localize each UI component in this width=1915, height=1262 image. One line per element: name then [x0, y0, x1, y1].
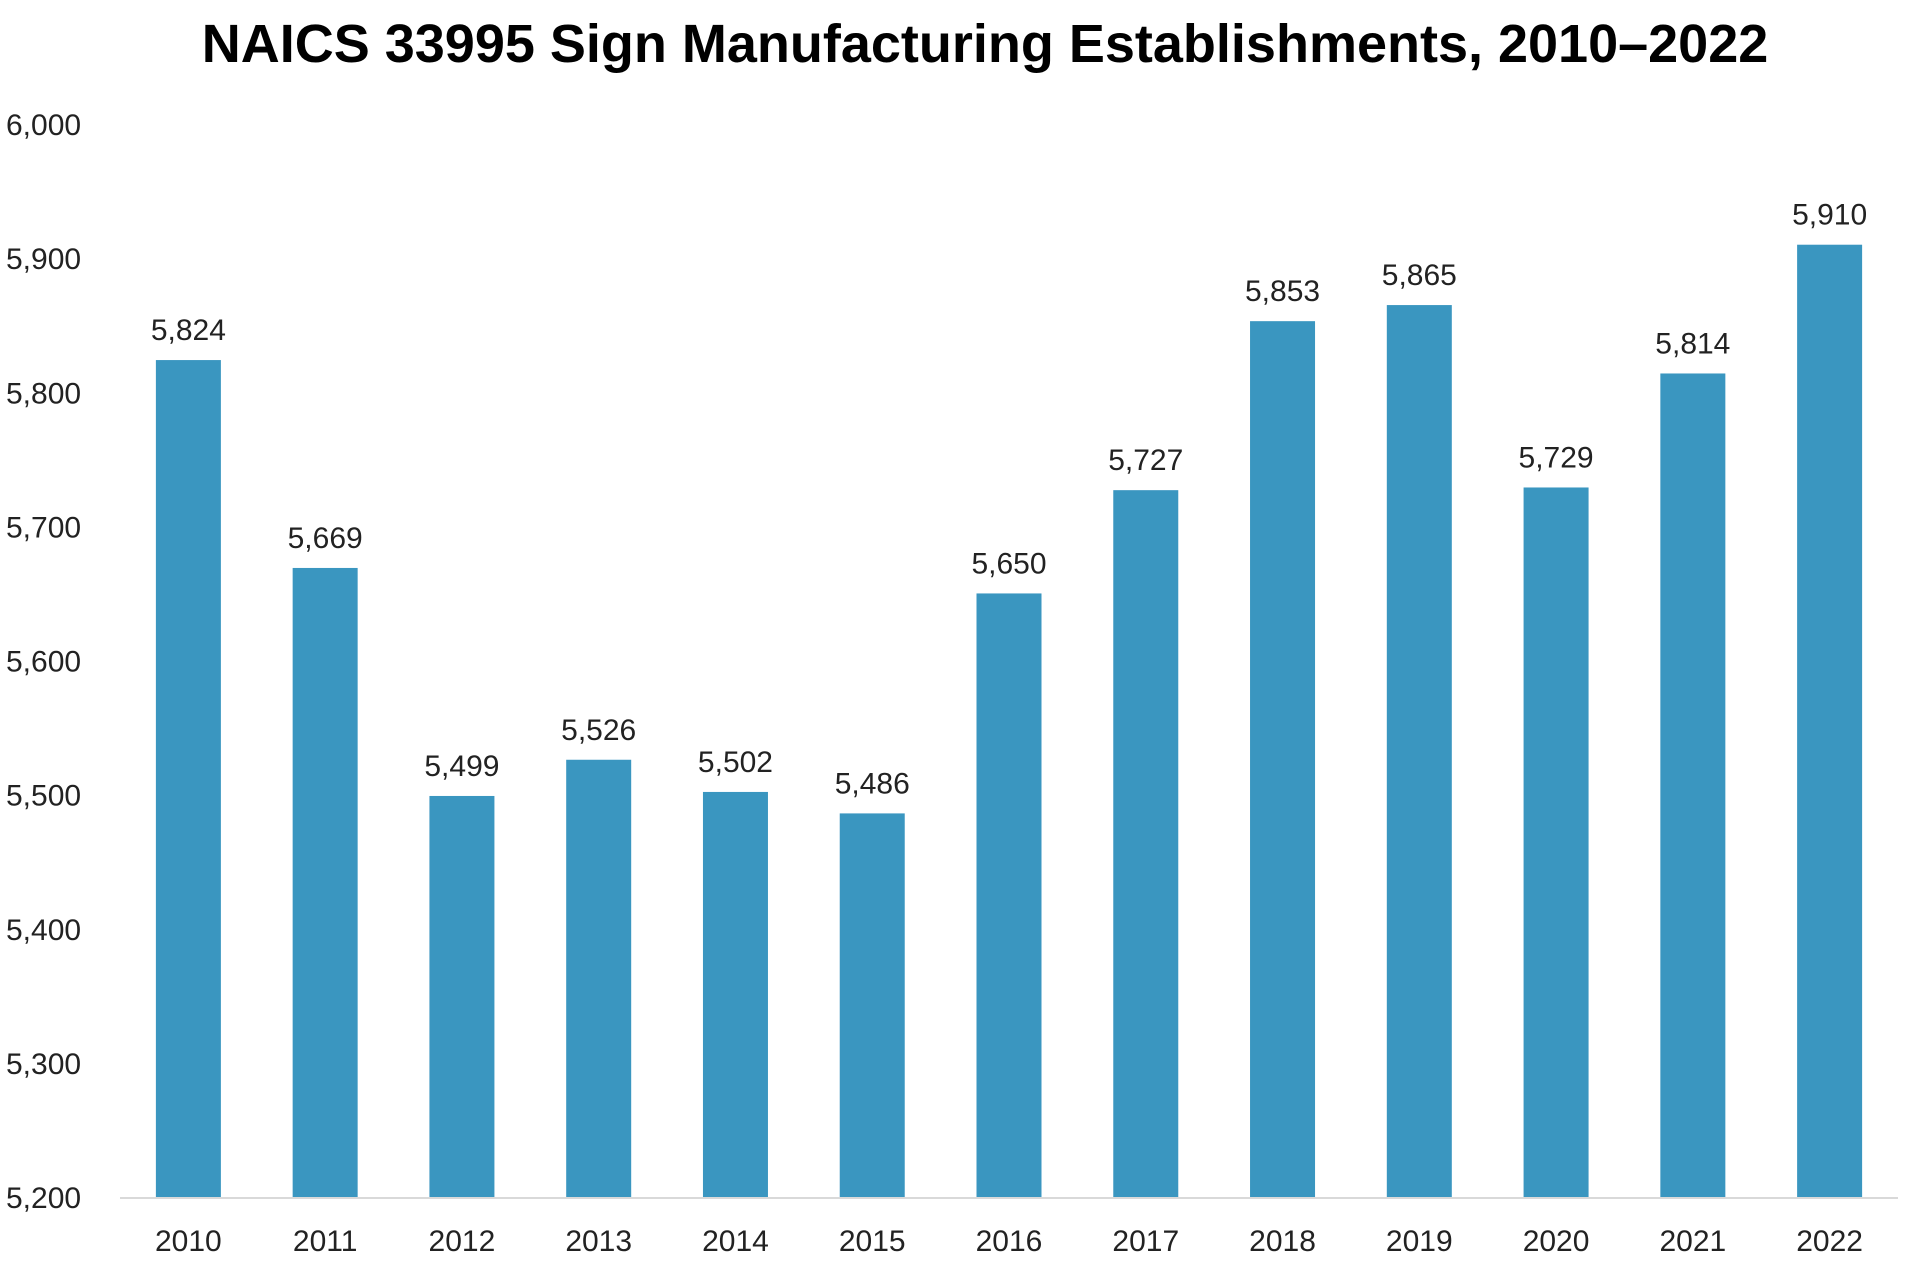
- x-tick-label: 2018: [1249, 1225, 1316, 1257]
- y-tick-label: 5,500: [6, 780, 81, 813]
- bar: [1797, 244, 1863, 1197]
- data-label: 5,526: [561, 714, 636, 747]
- bar: [566, 759, 632, 1197]
- x-tick-label: 2013: [565, 1225, 632, 1257]
- x-tick-label: 2016: [976, 1225, 1043, 1257]
- y-tick-label: 6,000: [6, 109, 81, 142]
- bar: [429, 795, 495, 1197]
- data-label: 5,865: [1382, 259, 1457, 292]
- bar: [1250, 321, 1316, 1197]
- y-tick-label: 5,900: [6, 243, 81, 276]
- bar-series: [155, 244, 1863, 1198]
- x-tick-label: 2012: [429, 1225, 496, 1257]
- x-tick-label: 2014: [702, 1225, 769, 1257]
- bar: [1523, 487, 1589, 1197]
- data-label: 5,853: [1245, 275, 1320, 308]
- data-label: 5,502: [698, 746, 773, 779]
- data-labels: 5,824 5,669 5,499 5,526 5,502 5,486 5,650 5,727…: [151, 199, 1867, 801]
- bar: [292, 567, 358, 1197]
- x-tick-label: 2019: [1386, 1225, 1453, 1257]
- data-label: 5,910: [1792, 199, 1867, 232]
- data-label: 5,650: [971, 547, 1046, 580]
- y-axis: 5,200 5,300 5,400 5,500 5,600 5,700 5,800 5,900…: [6, 109, 81, 1215]
- data-label: 5,499: [424, 750, 499, 783]
- y-tick-label: 5,300: [6, 1048, 81, 1081]
- bar: [702, 791, 768, 1197]
- bar: [976, 593, 1042, 1197]
- y-tick-label: 5,800: [6, 377, 81, 410]
- data-label: 5,486: [835, 767, 910, 800]
- x-tick-label: 2022: [1796, 1225, 1863, 1257]
- bar: [1386, 305, 1452, 1198]
- x-axis: 2010 2011 2012 2013 2014 2015 2016 2017 2018 2019…: [155, 1225, 1863, 1258]
- x-tick-label: 2017: [1112, 1225, 1179, 1257]
- data-label: 5,669: [288, 522, 363, 555]
- y-tick-label: 5,400: [6, 914, 81, 947]
- bar: [1660, 373, 1726, 1197]
- x-tick-label: 2015: [839, 1225, 906, 1257]
- y-tick-label: 5,600: [6, 646, 81, 679]
- data-label: 5,729: [1519, 441, 1594, 474]
- x-tick-label: 2020: [1523, 1225, 1590, 1257]
- bar: [155, 360, 221, 1197]
- data-label: 5,727: [1108, 444, 1183, 477]
- x-tick-label: 2011: [293, 1225, 358, 1257]
- y-tick-label: 5,200: [6, 1182, 81, 1215]
- bar: [839, 813, 905, 1197]
- x-tick-label: 2010: [155, 1225, 222, 1257]
- chart-title: NAICS 33995 Sign Manufacturing Establish…: [202, 14, 1769, 74]
- y-tick-label: 5,700: [6, 511, 81, 544]
- bar: [1113, 490, 1179, 1197]
- x-tick-label: 2021: [1659, 1225, 1726, 1257]
- data-label: 5,824: [151, 314, 226, 347]
- data-label: 5,814: [1655, 327, 1730, 360]
